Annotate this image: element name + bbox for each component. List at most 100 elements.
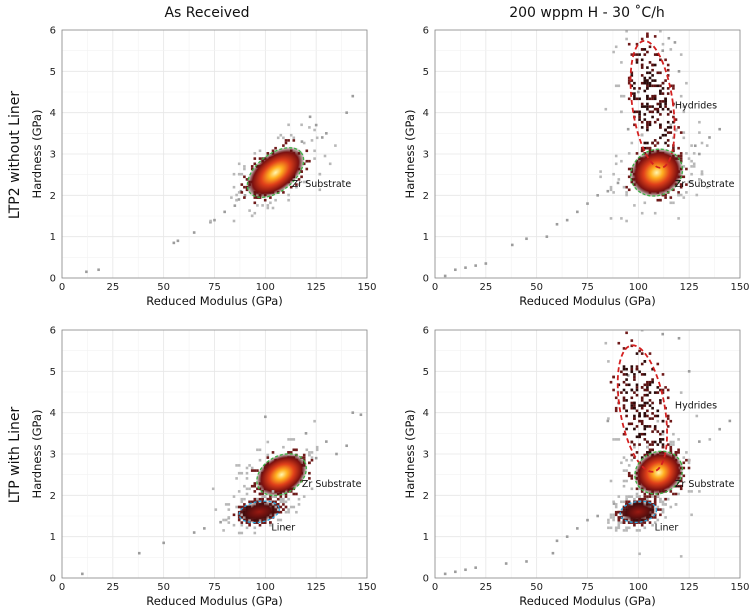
sparse-point: [612, 502, 616, 505]
density-bin: [666, 139, 670, 142]
density-bin: [256, 487, 259, 491]
density-bin: [282, 136, 285, 140]
density-bin: [643, 118, 647, 121]
density-bin: [653, 497, 657, 501]
y-tick-label: 1: [423, 532, 429, 543]
density-bin: [253, 157, 257, 160]
density-bin: [313, 157, 316, 160]
density-bin: [625, 331, 628, 335]
density-bin: [656, 53, 660, 56]
density-bin: [679, 183, 683, 186]
density-bin: [633, 123, 636, 127]
density-bin: [635, 529, 639, 532]
density-bin: [612, 438, 615, 441]
density-bin: [633, 110, 636, 114]
density-bin: [659, 432, 662, 436]
density-bin: [240, 531, 244, 535]
density-bin: [674, 503, 678, 506]
plot-frame: [434, 329, 741, 579]
sparse-point: [308, 115, 312, 119]
density-bin: [258, 448, 262, 452]
density-bin: [648, 380, 652, 384]
sparse-point: [237, 198, 241, 201]
density-bin: [679, 152, 683, 155]
density-bin: [646, 87, 649, 90]
density-bin: [653, 211, 657, 215]
sparse-point: [325, 440, 328, 443]
density-bin: [630, 74, 634, 77]
density-bin: [614, 45, 618, 49]
density-bin: [614, 510, 618, 514]
sparse-point: [335, 452, 338, 456]
density-bin: [295, 492, 298, 496]
density-bin: [599, 175, 602, 179]
density-bin: [669, 445, 673, 449]
density-bin: [617, 84, 621, 88]
sparse-point: [454, 268, 457, 272]
density-bin: [666, 107, 670, 111]
density-bin: [258, 157, 262, 160]
density-bin: [625, 191, 628, 194]
sparse-point: [545, 235, 549, 238]
density-bin: [248, 487, 251, 491]
density-bin: [279, 500, 283, 504]
grid: [61, 329, 368, 579]
density-bin: [643, 453, 647, 457]
density-bin: [253, 162, 257, 166]
sparse-point: [314, 123, 318, 127]
density-bin: [627, 526, 631, 530]
density-bin: [635, 97, 639, 101]
density-bin: [643, 432, 647, 436]
sparse-point: [97, 268, 100, 272]
density-bin: [664, 193, 667, 197]
density-bin: [635, 365, 639, 368]
density-bin: [692, 162, 696, 166]
density-bin: [659, 84, 662, 88]
density-bin: [651, 523, 654, 527]
density-bin: [700, 170, 704, 173]
density-bin: [282, 508, 285, 511]
density-bin: [643, 146, 647, 150]
density-bin: [633, 443, 636, 446]
density-bin: [620, 391, 623, 394]
density-bin: [664, 105, 667, 108]
density-bin: [261, 521, 264, 524]
density-bin: [656, 518, 660, 522]
density-bin: [659, 100, 662, 103]
density-bin: [640, 521, 644, 524]
density-bin: [643, 201, 647, 205]
cluster-label-hydrides: Hydrides: [675, 101, 717, 112]
density-bin: [612, 375, 615, 379]
density-bin: [625, 529, 628, 532]
sparse-point: [606, 189, 610, 193]
density-bin: [640, 126, 644, 129]
density-bin: [666, 113, 670, 116]
density-bin: [666, 63, 670, 67]
density-bin: [679, 193, 683, 197]
density-bin: [310, 139, 314, 142]
density-bin: [651, 63, 654, 67]
density-bin: [661, 430, 665, 433]
density-bin: [279, 518, 283, 522]
density-bin: [256, 469, 259, 472]
density-bin: [292, 136, 296, 140]
density-bin: [620, 110, 623, 114]
density-bin: [656, 102, 660, 106]
density-bin: [640, 120, 644, 124]
x-axis-label: Reduced Modulus (GPa): [146, 294, 283, 308]
density-bin: [661, 419, 665, 423]
density-bin: [648, 71, 652, 75]
y-tick-label: 5: [423, 367, 429, 378]
density-bin: [661, 42, 665, 46]
density-bin: [646, 451, 649, 454]
sparse-point: [637, 90, 640, 94]
density-bin: [240, 500, 244, 504]
density-bin: [640, 74, 644, 77]
density-bin: [253, 526, 257, 530]
density-bin: [640, 456, 644, 459]
density-bin: [243, 175, 246, 179]
density-bin: [643, 53, 647, 56]
density-bin: [279, 505, 283, 509]
density-bin: [651, 378, 654, 381]
